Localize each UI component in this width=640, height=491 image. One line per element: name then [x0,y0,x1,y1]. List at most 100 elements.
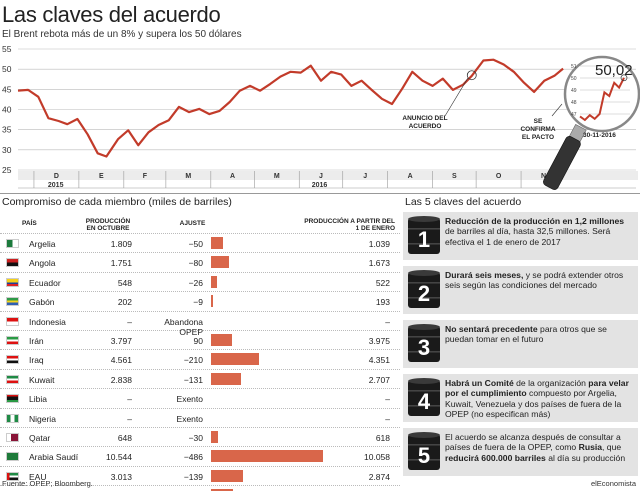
flag-ecuador-icon [6,277,19,287]
table-row: Irán 3.797 90 3.975 [0,330,400,349]
country-name: Arabia Saudí [29,452,79,463]
key-text: El acuerdo se alcanza después de consult… [445,432,635,463]
brent-series-line [17,58,564,158]
adjustment-value: −210 [183,355,203,366]
production-value: 10.544 [106,452,132,463]
header-country: PAÍS [22,220,37,227]
adjustment-bar [211,372,242,385]
year-label: 2016 [312,182,328,189]
key-item: 4 Habrá un Comité de la organización para… [403,374,638,422]
after-value: 522 [375,277,390,288]
header-production: PRODUCCIÓN EN OCTUBRE [85,218,131,232]
production-value: 3.797 [110,336,132,346]
key-text: Reducción de la producción en 1,2 millon… [445,216,635,247]
adjustment-value: Abandona OPEP [164,316,203,337]
annotation-label: SE CONFIRMA EL PACTO [520,118,555,141]
key-number: 4 [418,389,431,414]
brand-logo: elEconomista [590,479,636,488]
y-tick-label: 30 [2,145,12,155]
lens-date-label: 30-11-2016 [583,132,616,139]
lens-tick-label: 50 [571,76,577,82]
adjustment-bar [211,431,218,443]
production-value: – [127,316,132,327]
flag-qatar-icon [6,433,19,442]
brent-line-chart: 25 30 35 40 45 50 55 D E F M A M J J A S O N 2015 2016 ANUNCI… [2,44,640,190]
after-value: – [385,413,390,424]
flag-nigeria-icon [6,413,19,423]
key-text-part: para velar por el cumplimiento [445,378,629,399]
year-label: 2015 [48,182,64,189]
after-value: – [385,394,390,405]
annotation-marker [466,70,477,81]
key-item: 3 No sentará precedente para otros que se… [403,320,638,368]
production-value: – [127,394,132,405]
key-text-part: para otros que se puedan tomar en el fut… [445,324,607,345]
adjustment-value: −50 [188,239,203,249]
table-row: Libia – Exento – [0,388,400,407]
after-value: 2.874 [368,471,390,482]
flag-kuwait-icon [6,374,19,384]
adjustment-bar [211,275,217,288]
barrel-icon: 4 [408,378,440,416]
x-tick-label: O [496,173,502,180]
country-name: Libia [29,394,47,405]
adjustment-bar [211,237,223,249]
lens-tick-label: 47 [571,112,577,118]
key-item: 2 Durará seis meses, y se podrá extender … [403,266,638,314]
y-tick-label: 25 [2,165,12,175]
source-note: Fuente: OPEP; Bloomberg. [2,479,93,488]
after-value: 4.351 [368,355,390,366]
page-title: Las claves del acuerdo [2,2,221,27]
production-value: 1.809 [110,239,132,249]
magnifier-grip [543,136,581,190]
barrel-icon: 2 [408,270,440,308]
lens-value-label: 50,02 [595,62,633,79]
key-text: Habrá un Comité de la organización para … [445,378,635,420]
production-value: 1.751 [110,258,132,269]
key-text-part: El acuerdo se alcanza después de consult… [445,432,621,453]
header-after: PRODUCCIÓN A PARTIR DEL 1 DE ENERO [304,218,395,232]
flag-gabon-icon [6,297,19,307]
after-value: 3.975 [368,336,390,346]
barrel-icon: 5 [408,432,440,470]
flag-libya-icon [6,394,19,404]
adjustment-bar [211,489,233,491]
flag-indonesia-icon [6,316,19,326]
country-name: Kuwait [29,374,55,385]
x-tick-label: J [319,173,323,180]
annotation-leader [444,78,469,117]
key-number: 5 [418,443,430,468]
key-text-part: compuesto por Argelia, Kuwait, Venezuela… [445,388,622,420]
adjustment-bar [211,469,243,482]
key-text-part: Reducción de la producción en 1,2 millon… [445,216,625,226]
table-row: Venezuela2.067−951.972 [0,485,400,491]
magnifier-lens [563,55,640,133]
adjustment-value: −26 [188,277,203,288]
country-name: Qatar [29,433,51,443]
table-row: Iraq 4.561 −210 4.351 [0,349,400,368]
barrel-icon: 1 [408,216,440,254]
key-text-part: Rusia [578,442,603,453]
y-tick-label: 35 [2,125,12,135]
x-tick-label: M [185,173,191,180]
country-name: Gabón [29,297,55,308]
country-name: Ecuador [29,277,61,288]
adjustment-bar [211,353,260,366]
key-text-part: al día su producción [545,452,626,463]
flag-algeria-icon [6,239,19,248]
key-text-part: , que [602,442,622,453]
production-value: 202 [117,297,132,308]
lens-tick-label: 49 [571,88,577,94]
section-divider [0,193,640,194]
adjustment-value: −139 [183,471,203,482]
key-number: 3 [418,335,430,360]
table-row: EAU 3.013 −139 2.874 [0,465,400,485]
key-text: No sentará precedente para otros que se … [445,324,635,345]
x-tick-label: N [541,173,546,180]
after-value: 193 [375,297,390,308]
table-row: Angola 1.751 −80 1.673 [0,252,400,271]
table-row: Nigeria – Exento – [0,407,400,427]
after-value: 1.673 [368,258,390,269]
production-value: 3.013 [110,471,132,482]
x-tick-label: A [230,173,235,180]
